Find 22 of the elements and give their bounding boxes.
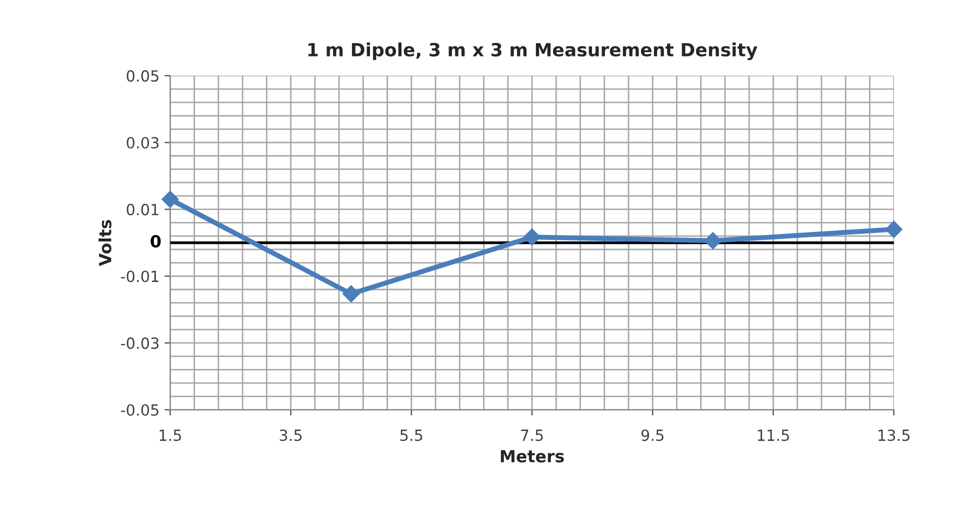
x-tick-label: 7.5 bbox=[521, 430, 543, 442]
x-tick-label: 11.5 bbox=[758, 430, 789, 442]
y-tick-label: 0.03 bbox=[126, 136, 159, 149]
x-tick-label: 5.5 bbox=[400, 430, 422, 442]
y-axis-title: Volts bbox=[98, 220, 112, 266]
x-tick-label: 3.5 bbox=[280, 429, 302, 442]
y-tick-label: -0.03 bbox=[120, 337, 159, 349]
x-tick-label: 9.5 bbox=[641, 429, 664, 442]
y-tick-label: 0.01 bbox=[126, 204, 158, 216]
ref-line-label: 0 bbox=[150, 234, 161, 248]
x-tick-label: 1.5 bbox=[160, 430, 181, 442]
y-tick-label: -0.01 bbox=[120, 270, 158, 282]
point bbox=[342, 285, 360, 302]
chart-title: 1 m Dipole, 3 m x 3 m Measurement Density bbox=[308, 42, 758, 60]
point bbox=[162, 190, 179, 208]
x-tick-label: 13.5 bbox=[878, 429, 910, 442]
point bbox=[704, 232, 722, 250]
y-tick-label: 0.05 bbox=[126, 70, 158, 82]
y-tick-label: -0.05 bbox=[120, 404, 158, 416]
point bbox=[523, 228, 541, 246]
x-axis-title: Meters bbox=[500, 450, 564, 462]
point bbox=[885, 220, 902, 238]
